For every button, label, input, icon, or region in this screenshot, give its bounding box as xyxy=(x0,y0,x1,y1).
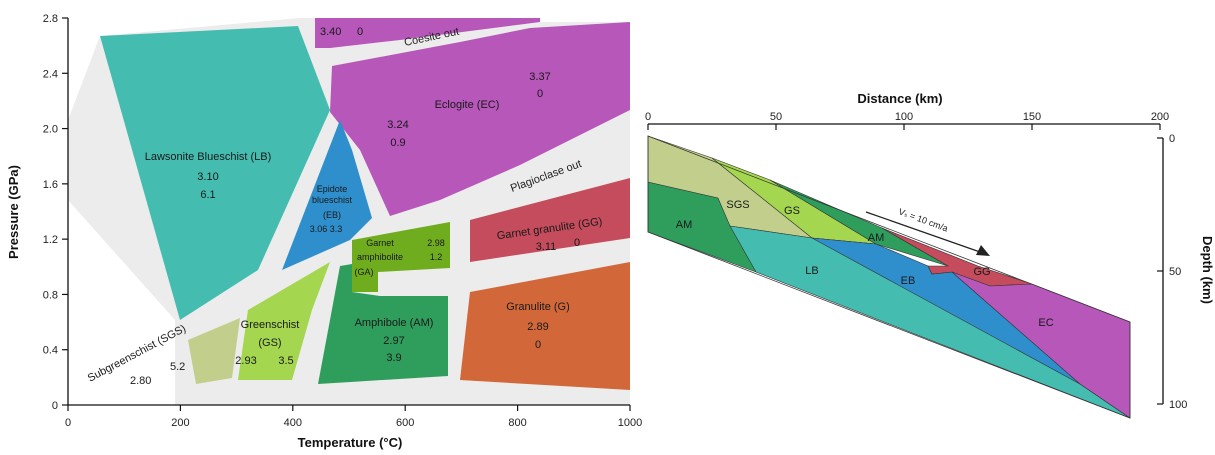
svg-text:2.98: 2.98 xyxy=(427,238,445,248)
label-top-purple: 3.40 0 xyxy=(320,26,363,38)
facies-top-purple xyxy=(315,18,540,48)
facies-lawsonite-blueschist xyxy=(100,26,330,320)
pressure-tick-label: 2.4 xyxy=(43,68,58,80)
facies-garnet-amphibolite xyxy=(352,222,450,292)
svg-text:0: 0 xyxy=(535,339,541,351)
arrowhead-icon xyxy=(976,245,990,256)
svg-text:Lawsonite Blueschist (LB): Lawsonite Blueschist (LB) xyxy=(145,151,272,163)
label-amphibole: Amphibole (AM) 2.97 3.9 xyxy=(355,317,434,364)
svg-text:2.97: 2.97 xyxy=(383,335,404,347)
zone-label-gg: GG xyxy=(973,266,990,278)
label-garnet-amphibolite: Garnet amphibolite (GA) 2.98 1.2 xyxy=(355,238,445,277)
label-epidote-blueschist: Epidote blueschist (EB) 3.06 3.3 xyxy=(310,184,353,234)
svg-text:Granulite (G): Granulite (G) xyxy=(506,301,570,313)
svg-text:blueschist: blueschist xyxy=(312,195,353,205)
facies-subgreenschist xyxy=(188,318,240,384)
velocity-label: Vₛ = 10 cm/a xyxy=(897,206,949,233)
pressure-axis-title: Pressure (GPa) xyxy=(6,165,21,259)
label-lawsonite-blueschist: Lawsonite Blueschist (LB) 3.10 6.1 xyxy=(145,151,272,201)
svg-text:0.9: 0.9 xyxy=(390,137,405,149)
svg-text:3.24: 3.24 xyxy=(387,119,408,131)
zone-label-sgs: SGS xyxy=(726,199,749,211)
svg-text:0: 0 xyxy=(574,237,580,249)
svg-text:(GA): (GA) xyxy=(355,267,374,277)
svg-text:3.5: 3.5 xyxy=(278,355,293,367)
svg-text:amphibolite: amphibolite xyxy=(357,252,403,262)
zone-label-eb: EB xyxy=(901,275,916,287)
svg-text:3.9: 3.9 xyxy=(386,352,401,364)
pt-diagram: Coesite out Plagioclase out 3.40 0 Lawso… xyxy=(6,13,642,450)
svg-text:5.2: 5.2 xyxy=(170,361,185,373)
svg-text:3.10: 3.10 xyxy=(197,171,218,183)
pressure-tick-label: 0 xyxy=(52,400,58,412)
facies-eclogite xyxy=(330,22,630,216)
empty-area-bottom-left xyxy=(68,200,175,405)
temperature-tick-label: 600 xyxy=(396,417,414,429)
distance-tick-label: 200 xyxy=(1151,111,1169,123)
zone-label-am-mid: AM xyxy=(868,232,885,244)
distance-ticks: 0 50 100 150 200 xyxy=(645,111,1169,130)
temperature-tick-label: 400 xyxy=(284,417,302,429)
zone-label-am-left: AM xyxy=(676,219,693,231)
pressure-tick-label: 2.8 xyxy=(43,13,58,25)
facies-epidote-blueschist xyxy=(282,120,372,270)
pressure-ticks: 0 0.4 0.8 1.2 1.6 2.0 2.4 2.8 xyxy=(43,13,68,412)
facies-garnet-granulite xyxy=(470,178,630,262)
svg-text:3.06 3.3: 3.06 3.3 xyxy=(310,224,343,234)
label-greenschist: Greenschist (GS) 2.93 3.5 xyxy=(235,319,299,367)
svg-text:Eclogite (EC): Eclogite (EC) xyxy=(435,99,500,111)
svg-text:1.2: 1.2 xyxy=(430,252,443,262)
pressure-tick-label: 0.4 xyxy=(43,345,58,357)
depth-tick-label: 50 xyxy=(1169,266,1181,278)
svg-text:Epidote: Epidote xyxy=(317,184,348,194)
svg-text:2.93: 2.93 xyxy=(235,355,256,367)
distance-axis-title: Distance (km) xyxy=(857,91,942,106)
temperature-tick-label: 200 xyxy=(171,417,189,429)
distance-tick-label: 50 xyxy=(770,111,782,123)
label-eclogite: Eclogite (EC) 3.37 0 3.24 0.9 xyxy=(387,71,550,149)
svg-text:2.89: 2.89 xyxy=(527,321,548,333)
svg-text:Garnet: Garnet xyxy=(366,238,394,248)
temperature-tick-label: 800 xyxy=(508,417,526,429)
depth-ticks: 0 50 100 xyxy=(1157,133,1187,411)
empty-area-top-right xyxy=(530,18,630,22)
svg-text:Amphibole (AM): Amphibole (AM) xyxy=(355,317,434,329)
cross-section: 0 50 100 150 200 Distance (km) 0 50 100 Depth … xyxy=(645,91,1215,419)
pressure-tick-label: 0.8 xyxy=(43,289,58,301)
empty-area-top-left xyxy=(68,18,300,120)
zone-label-lb: LB xyxy=(805,265,818,277)
svg-text:2.80: 2.80 xyxy=(130,375,151,387)
label-granulite: Granulite (G) 2.89 0 xyxy=(506,301,570,351)
depth-tick-label: 100 xyxy=(1169,399,1187,411)
zone-label-gs: GS xyxy=(784,205,800,217)
svg-text:3.11: 3.11 xyxy=(536,241,557,253)
depth-axis-title: Depth (km) xyxy=(1200,236,1215,304)
svg-text:6.1: 6.1 xyxy=(200,189,215,201)
facies-granulite xyxy=(460,262,630,390)
temperature-tick-label: 1000 xyxy=(618,417,642,429)
svg-text:(GS): (GS) xyxy=(258,337,281,349)
depth-tick-label: 0 xyxy=(1169,133,1175,145)
svg-text:Greenschist: Greenschist xyxy=(241,319,300,331)
temperature-tick-label: 0 xyxy=(65,417,71,429)
temperature-ticks: 0 200 400 600 800 1000 xyxy=(65,405,642,429)
facies-greenschist xyxy=(238,262,330,380)
pt-axes: 0 0.4 0.8 1.2 1.6 2.0 2.4 2.8 0 200 400 600 800 1000… xyxy=(6,13,642,450)
svg-text:0: 0 xyxy=(537,88,543,100)
svg-text:(EB): (EB) xyxy=(323,210,341,220)
svg-text:3.40: 3.40 xyxy=(320,26,341,38)
slab-outline xyxy=(647,135,1131,419)
pressure-tick-label: 2.0 xyxy=(43,124,58,136)
temperature-axis-title: Temperature (°C) xyxy=(298,435,403,450)
pressure-tick-label: 1.6 xyxy=(43,179,58,191)
distance-tick-label: 0 xyxy=(645,111,651,123)
distance-tick-label: 150 xyxy=(1023,111,1041,123)
facies-amphibole xyxy=(318,264,448,384)
svg-text:0: 0 xyxy=(357,26,363,38)
zone-label-ec: EC xyxy=(1038,317,1053,329)
svg-text:3.37: 3.37 xyxy=(529,71,550,83)
distance-tick-label: 100 xyxy=(895,111,913,123)
pressure-tick-label: 1.2 xyxy=(43,234,58,246)
